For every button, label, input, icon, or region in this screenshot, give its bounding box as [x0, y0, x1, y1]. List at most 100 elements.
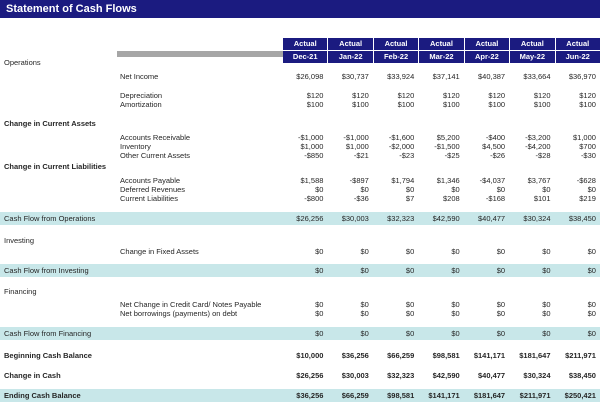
row-label-depreciation[interactable]: Depreciation — [120, 91, 163, 100]
value-cell-depreciation-jun-22[interactable]: $120 — [579, 91, 596, 100]
value-cell-cash-flow-from-investing-jan-22[interactable]: $0 — [360, 266, 369, 275]
value-cell-change-in-fixed-assets-may-22[interactable]: $0 — [542, 247, 551, 256]
value-cell-accounts-payable-feb-22[interactable]: $1,794 — [391, 176, 415, 185]
value-cell-beginning-cash-balance-feb-22[interactable]: $66,259 — [387, 351, 415, 360]
row-label-investing[interactable]: Investing — [4, 236, 35, 245]
value-cell-amortization-feb-22[interactable]: $100 — [397, 100, 415, 109]
value-cell-net-borrowings-payments-on-debt-dec-21[interactable]: $0 — [315, 309, 324, 318]
value-cell-inventory-apr-22[interactable]: $4,500 — [482, 142, 506, 151]
value-cell-change-in-fixed-assets-feb-22[interactable]: $0 — [405, 247, 415, 256]
value-cell-cash-flow-from-investing-mar-22[interactable]: $0 — [451, 266, 460, 275]
value-cell-other-current-assets-feb-22[interactable]: -$23 — [399, 151, 415, 160]
month-header-cell-may-22[interactable]: May-22 — [510, 51, 555, 63]
value-cell-depreciation-feb-22[interactable]: $120 — [397, 91, 415, 100]
value-cell-current-liabilities-dec-21[interactable]: -$800 — [304, 194, 324, 203]
value-cell-depreciation-mar-22[interactable]: $120 — [443, 91, 460, 100]
value-cell-net-income-jan-22[interactable]: $30,737 — [341, 72, 369, 81]
value-cell-deferred-revenues-feb-22[interactable]: $0 — [405, 185, 415, 194]
value-cell-change-in-cash-jan-22[interactable]: $30,003 — [341, 371, 369, 380]
value-cell-cash-flow-from-investing-apr-22[interactable]: $0 — [496, 266, 506, 275]
row-label-operations[interactable]: Operations — [4, 58, 41, 67]
value-cell-cash-flow-from-operations-apr-22[interactable]: $40,477 — [477, 214, 506, 223]
value-cell-accounts-receivable-jan-22[interactable]: -$1,000 — [343, 133, 369, 142]
row-label-net-change-in-credit-card-notes-payable[interactable]: Net Change in Credit Card/ Notes Payable — [120, 300, 262, 309]
status-header-cell-apr-22[interactable]: Actual — [464, 38, 510, 50]
value-cell-change-in-fixed-assets-dec-21[interactable]: $0 — [315, 247, 324, 256]
row-label-ending-cash-balance[interactable]: Ending Cash Balance — [4, 391, 81, 400]
value-cell-cash-flow-from-financing-jun-22[interactable]: $0 — [587, 329, 596, 338]
status-header-cell-jun-22[interactable]: Actual — [555, 38, 600, 50]
value-cell-deferred-revenues-jun-22[interactable]: $0 — [587, 185, 596, 194]
value-cell-accounts-receivable-dec-21[interactable]: -$1,000 — [297, 133, 324, 142]
month-header-cell-mar-22[interactable]: Mar-22 — [419, 51, 464, 63]
value-cell-change-in-cash-feb-22[interactable]: $32,323 — [387, 371, 415, 380]
status-header-cell-jan-22[interactable]: Actual — [328, 38, 373, 50]
value-cell-change-in-cash-jun-22[interactable]: $38,450 — [568, 371, 596, 380]
value-cell-deferred-revenues-jan-22[interactable]: $0 — [360, 185, 369, 194]
value-cell-net-change-in-credit-card-notes-payable-apr-22[interactable]: $0 — [496, 300, 506, 309]
value-cell-amortization-mar-22[interactable]: $100 — [443, 100, 460, 109]
value-cell-deferred-revenues-apr-22[interactable]: $0 — [496, 185, 506, 194]
value-cell-current-liabilities-feb-22[interactable]: $7 — [405, 194, 415, 203]
row-label-current-liabilities[interactable]: Current Liabilities — [120, 194, 178, 203]
value-cell-inventory-may-22[interactable]: -$4,200 — [525, 142, 551, 151]
value-cell-cash-flow-from-financing-mar-22[interactable]: $0 — [451, 329, 460, 338]
value-cell-net-change-in-credit-card-notes-payable-jan-22[interactable]: $0 — [360, 300, 369, 309]
value-cell-other-current-assets-jun-22[interactable]: -$30 — [580, 151, 596, 160]
row-label-amortization[interactable]: Amortization — [120, 100, 162, 109]
value-cell-depreciation-may-22[interactable]: $120 — [533, 91, 551, 100]
value-cell-net-change-in-credit-card-notes-payable-mar-22[interactable]: $0 — [451, 300, 460, 309]
value-cell-change-in-cash-apr-22[interactable]: $40,477 — [477, 371, 506, 380]
value-cell-ending-cash-balance-apr-22[interactable]: $181,647 — [473, 391, 506, 400]
value-cell-accounts-payable-dec-21[interactable]: $1,588 — [300, 176, 324, 185]
value-cell-cash-flow-from-financing-dec-21[interactable]: $0 — [315, 329, 324, 338]
row-label-other-current-assets[interactable]: Other Current Assets — [120, 151, 191, 160]
value-cell-other-current-assets-dec-21[interactable]: -$850 — [304, 151, 324, 160]
value-cell-accounts-payable-jan-22[interactable]: -$897 — [349, 176, 369, 185]
value-cell-net-change-in-credit-card-notes-payable-may-22[interactable]: $0 — [542, 300, 551, 309]
value-cell-current-liabilities-may-22[interactable]: $101 — [533, 194, 551, 203]
value-cell-net-borrowings-payments-on-debt-jun-22[interactable]: $0 — [587, 309, 596, 318]
value-cell-ending-cash-balance-mar-22[interactable]: $141,171 — [428, 391, 460, 400]
value-cell-beginning-cash-balance-dec-21[interactable]: $10,000 — [296, 351, 324, 360]
value-cell-deferred-revenues-dec-21[interactable]: $0 — [315, 185, 324, 194]
value-cell-cash-flow-from-financing-may-22[interactable]: $0 — [542, 329, 551, 338]
value-cell-beginning-cash-balance-mar-22[interactable]: $98,581 — [432, 351, 460, 360]
value-cell-net-income-may-22[interactable]: $33,664 — [523, 72, 551, 81]
value-cell-cash-flow-from-investing-jun-22[interactable]: $0 — [587, 266, 596, 275]
status-header-cell-mar-22[interactable]: Actual — [419, 38, 464, 50]
value-cell-beginning-cash-balance-jun-22[interactable]: $211,971 — [565, 351, 596, 360]
value-cell-net-change-in-credit-card-notes-payable-feb-22[interactable]: $0 — [405, 300, 415, 309]
row-label-cash-flow-from-operations[interactable]: Cash Flow from Operations — [4, 214, 96, 223]
value-cell-cash-flow-from-operations-jun-22[interactable]: $38,450 — [568, 214, 596, 223]
value-cell-net-income-dec-21[interactable]: $26,098 — [296, 72, 324, 81]
value-cell-ending-cash-balance-may-22[interactable]: $211,971 — [519, 391, 551, 400]
value-cell-net-borrowings-payments-on-debt-apr-22[interactable]: $0 — [496, 309, 506, 318]
value-cell-net-change-in-credit-card-notes-payable-dec-21[interactable]: $0 — [315, 300, 324, 309]
value-cell-change-in-cash-dec-21[interactable]: $26,256 — [296, 371, 324, 380]
status-header-cell-feb-22[interactable]: Actual — [373, 38, 419, 50]
value-cell-beginning-cash-balance-apr-22[interactable]: $141,171 — [473, 351, 506, 360]
value-cell-amortization-dec-21[interactable]: $100 — [306, 100, 324, 109]
month-header-cell-feb-22[interactable]: Feb-22 — [373, 51, 419, 63]
value-cell-net-borrowings-payments-on-debt-may-22[interactable]: $0 — [542, 309, 551, 318]
value-cell-other-current-assets-may-22[interactable]: -$28 — [535, 151, 551, 160]
value-cell-current-liabilities-jun-22[interactable]: $219 — [579, 194, 596, 203]
value-cell-cash-flow-from-operations-mar-22[interactable]: $42,590 — [432, 214, 460, 223]
value-cell-net-borrowings-payments-on-debt-mar-22[interactable]: $0 — [451, 309, 460, 318]
row-label-accounts-payable[interactable]: Accounts Payable — [120, 176, 181, 185]
value-cell-depreciation-apr-22[interactable]: $120 — [488, 91, 506, 100]
value-cell-net-income-apr-22[interactable]: $40,387 — [477, 72, 506, 81]
month-header-cell-apr-22[interactable]: Apr-22 — [464, 51, 510, 63]
value-cell-net-income-mar-22[interactable]: $37,141 — [432, 72, 460, 81]
value-cell-cash-flow-from-operations-may-22[interactable]: $30,324 — [523, 214, 551, 223]
value-cell-ending-cash-balance-jan-22[interactable]: $66,259 — [341, 391, 369, 400]
value-cell-cash-flow-from-investing-dec-21[interactable]: $0 — [315, 266, 324, 275]
value-cell-net-income-jun-22[interactable]: $36,970 — [568, 72, 596, 81]
value-cell-other-current-assets-jan-22[interactable]: -$21 — [353, 151, 369, 160]
value-cell-inventory-jun-22[interactable]: $700 — [579, 142, 596, 151]
value-cell-cash-flow-from-operations-feb-22[interactable]: $32,323 — [387, 214, 415, 223]
value-cell-depreciation-dec-21[interactable]: $120 — [306, 91, 324, 100]
value-cell-cash-flow-from-operations-jan-22[interactable]: $30,003 — [341, 214, 369, 223]
value-cell-change-in-cash-mar-22[interactable]: $42,590 — [432, 371, 460, 380]
